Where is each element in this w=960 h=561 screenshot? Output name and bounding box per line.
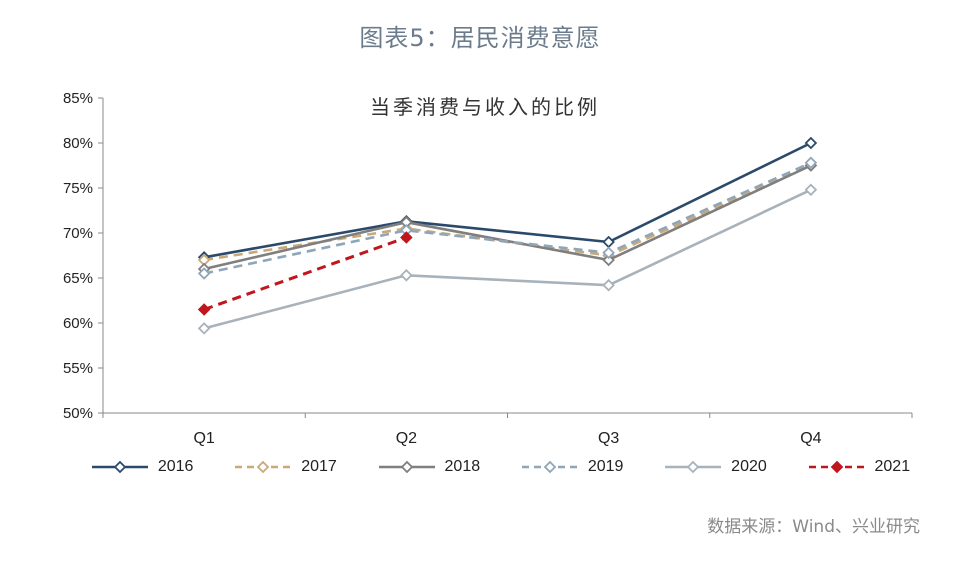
data-point-2020 (197, 322, 211, 335)
x-tick-label: Q4 (800, 430, 821, 447)
legend-label: 2021 (874, 458, 911, 475)
y-tick-label: 65% (63, 270, 93, 287)
series-line-2017 (203, 164, 812, 262)
data-point-2016 (804, 136, 818, 150)
legend-swatch (665, 460, 722, 474)
legend: 2016 2017 2018 2019 2020 2021 (70, 452, 930, 482)
legend-label: 2020 (731, 458, 767, 475)
y-tick-label: 60% (63, 315, 93, 332)
series-2016 (197, 136, 818, 264)
y-tick-label: 50% (63, 405, 93, 422)
legend-item-2021: 2021 (807, 458, 911, 476)
legend-swatch (521, 460, 578, 474)
data-point-2019 (804, 156, 818, 170)
data-point-2021 (400, 231, 413, 244)
y-tick-label: 80% (63, 135, 93, 152)
y-tick-label: 70% (63, 225, 93, 242)
data-point-2020 (602, 278, 615, 292)
series-2021 (197, 231, 413, 316)
axes: 50% 55% 60% 65% 70% 75% 80% 85% Q1 Q2 Q3 Q4 (63, 90, 913, 447)
series-line-2016 (203, 141, 812, 259)
series-line-2021 (203, 236, 407, 311)
y-tick-label: 55% (63, 360, 93, 377)
legend-item-2018: 2018 (377, 458, 481, 476)
data-point-2021 (197, 303, 211, 316)
data-point-2019 (197, 267, 211, 280)
legend-item-2017: 2017 (233, 458, 337, 476)
series-line-2019 (203, 161, 812, 275)
y-tick-label: 75% (63, 180, 93, 197)
series-2020 (197, 183, 818, 335)
legend-label: 2017 (301, 458, 337, 475)
legend-item-2020: 2020 (663, 458, 767, 476)
legend-swatch (235, 460, 292, 474)
data-point-2018 (602, 253, 615, 267)
x-tick-label: Q1 (193, 430, 214, 447)
legend-swatch (378, 460, 435, 474)
data-point-2020 (400, 269, 413, 282)
legend-label: 2019 (587, 458, 624, 475)
legend-swatch (91, 460, 148, 474)
legend-label: 2018 (444, 458, 481, 475)
legend-swatch (808, 460, 865, 474)
legend-item-2019: 2019 (520, 458, 624, 476)
x-tick-label: Q2 (396, 430, 417, 447)
series-line-2020 (203, 188, 812, 330)
legend-label: 2016 (157, 458, 194, 475)
data-point-2019 (602, 246, 615, 260)
y-tick-label: 85% (63, 90, 93, 107)
data-point-2016 (602, 235, 615, 249)
series-2018 (197, 159, 818, 276)
figure-title: 图表5：居民消费意愿 (359, 24, 601, 52)
legend-item-2016: 2016 (90, 458, 194, 476)
series-layer (197, 136, 818, 335)
series-2019 (197, 156, 818, 280)
data-point-2020 (804, 183, 818, 197)
source-note: 数据来源：Wind、兴业研究 (707, 517, 920, 537)
x-tick-label: Q3 (598, 430, 619, 447)
chart-title: 当季消费与收入的比例 (370, 95, 600, 119)
